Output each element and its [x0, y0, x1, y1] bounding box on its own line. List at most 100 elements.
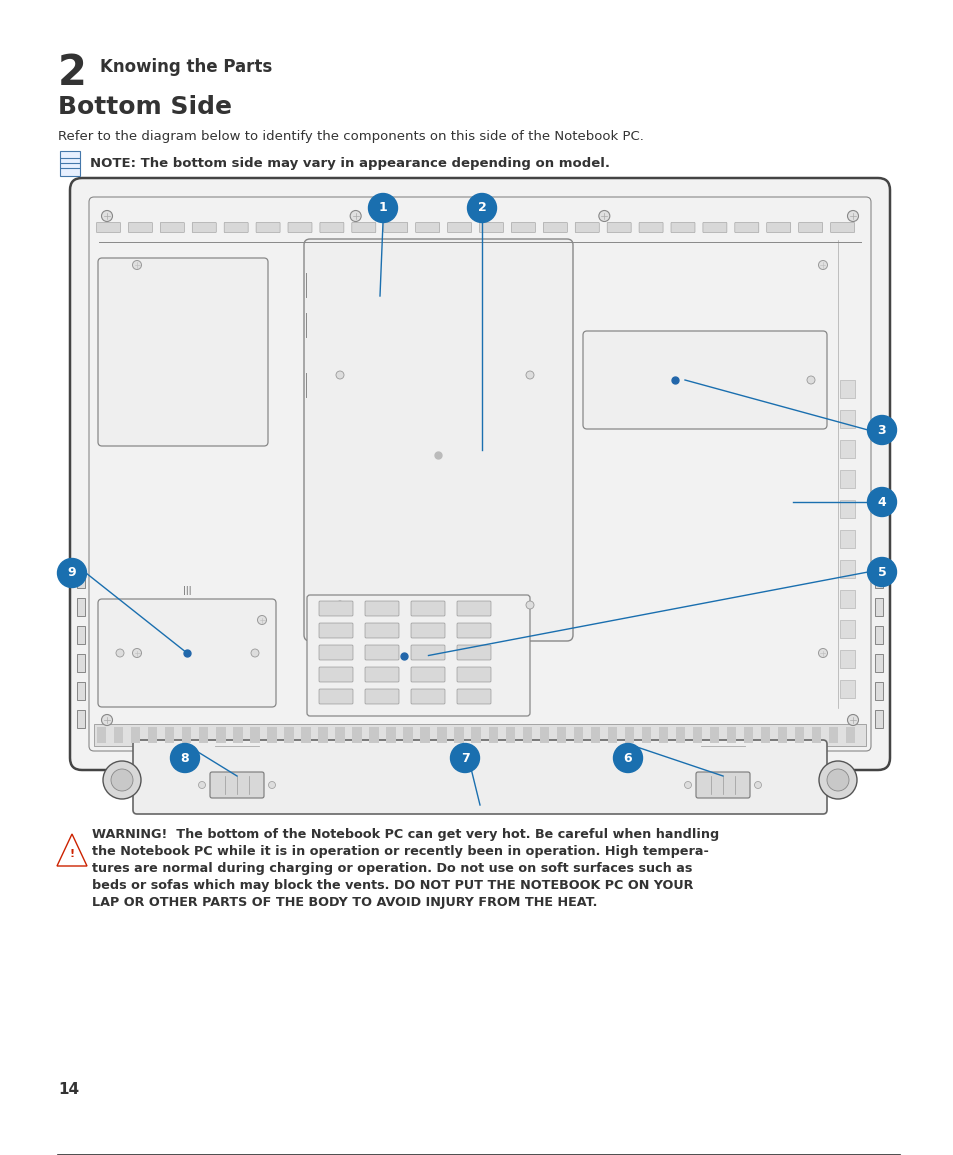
Bar — [250, 726, 259, 743]
Circle shape — [866, 487, 896, 516]
Bar — [420, 726, 430, 743]
FancyBboxPatch shape — [582, 331, 826, 429]
FancyBboxPatch shape — [479, 223, 503, 232]
FancyBboxPatch shape — [702, 223, 726, 232]
Bar — [556, 726, 565, 743]
Bar — [216, 726, 225, 743]
Bar — [335, 726, 344, 743]
Bar — [77, 571, 85, 588]
FancyBboxPatch shape — [411, 666, 444, 681]
Bar — [233, 726, 242, 743]
FancyBboxPatch shape — [411, 644, 444, 660]
Bar — [840, 560, 854, 578]
Bar — [840, 620, 854, 638]
Bar — [874, 654, 882, 672]
Bar — [94, 724, 865, 746]
FancyBboxPatch shape — [70, 178, 889, 770]
FancyBboxPatch shape — [129, 223, 152, 232]
Bar — [675, 726, 684, 743]
FancyBboxPatch shape — [365, 644, 398, 660]
Circle shape — [103, 761, 141, 799]
Circle shape — [818, 261, 826, 269]
FancyBboxPatch shape — [318, 690, 353, 705]
Polygon shape — [57, 834, 87, 866]
Text: beds or sofas which may block the vents. DO NOT PUT THE NOTEBOOK PC ON YOUR: beds or sofas which may block the vents.… — [91, 879, 693, 892]
Text: 2: 2 — [477, 201, 486, 215]
Circle shape — [257, 616, 266, 625]
Circle shape — [335, 601, 344, 609]
Text: 1: 1 — [378, 201, 387, 215]
FancyBboxPatch shape — [319, 223, 343, 232]
FancyBboxPatch shape — [288, 223, 312, 232]
Bar — [454, 726, 463, 743]
FancyBboxPatch shape — [318, 666, 353, 681]
Circle shape — [450, 744, 479, 773]
FancyBboxPatch shape — [411, 601, 444, 616]
Bar — [284, 726, 294, 743]
FancyBboxPatch shape — [365, 690, 398, 705]
Bar — [840, 590, 854, 608]
Circle shape — [818, 648, 826, 657]
Bar — [77, 626, 85, 644]
Bar — [131, 726, 140, 743]
Text: 14: 14 — [58, 1082, 79, 1097]
Circle shape — [806, 377, 814, 383]
FancyBboxPatch shape — [411, 690, 444, 705]
FancyBboxPatch shape — [543, 223, 567, 232]
FancyBboxPatch shape — [224, 223, 248, 232]
Circle shape — [251, 649, 258, 657]
Bar — [811, 726, 821, 743]
Bar — [874, 626, 882, 644]
Text: 3: 3 — [877, 424, 885, 437]
Circle shape — [525, 371, 534, 379]
Text: WARNING!  The bottom of the Notebook PC can get very hot. Be careful when handli: WARNING! The bottom of the Notebook PC c… — [91, 828, 719, 841]
Circle shape — [754, 782, 760, 789]
Circle shape — [268, 782, 275, 789]
Text: Bottom Side: Bottom Side — [58, 95, 232, 119]
Bar — [97, 726, 106, 743]
Bar — [403, 726, 413, 743]
Bar — [760, 726, 769, 743]
FancyBboxPatch shape — [456, 666, 491, 681]
Circle shape — [111, 769, 132, 791]
Circle shape — [171, 744, 199, 773]
Circle shape — [57, 559, 87, 588]
FancyBboxPatch shape — [734, 223, 758, 232]
FancyBboxPatch shape — [98, 599, 275, 707]
Bar — [318, 726, 327, 743]
FancyBboxPatch shape — [318, 623, 353, 638]
Bar — [77, 710, 85, 728]
FancyBboxPatch shape — [96, 223, 120, 232]
Bar — [692, 726, 701, 743]
Circle shape — [684, 782, 691, 789]
Bar — [488, 726, 497, 743]
Text: 5: 5 — [877, 566, 885, 579]
Circle shape — [132, 648, 141, 657]
FancyBboxPatch shape — [456, 690, 491, 705]
FancyBboxPatch shape — [160, 223, 184, 232]
Bar — [726, 726, 736, 743]
Text: 6: 6 — [623, 752, 632, 765]
FancyBboxPatch shape — [318, 644, 353, 660]
FancyBboxPatch shape — [193, 223, 216, 232]
Circle shape — [826, 769, 848, 791]
Bar — [840, 530, 854, 547]
FancyBboxPatch shape — [255, 223, 280, 232]
Bar — [590, 726, 599, 743]
Bar — [505, 726, 515, 743]
FancyBboxPatch shape — [132, 740, 826, 814]
FancyBboxPatch shape — [411, 623, 444, 638]
Bar — [148, 726, 157, 743]
Bar — [641, 726, 650, 743]
FancyBboxPatch shape — [456, 601, 491, 616]
Bar — [77, 654, 85, 672]
FancyBboxPatch shape — [383, 223, 407, 232]
Bar — [874, 710, 882, 728]
Text: NOTE: The bottom side may vary in appearance depending on model.: NOTE: The bottom side may vary in appear… — [90, 157, 609, 171]
Circle shape — [818, 761, 856, 799]
Bar — [658, 726, 667, 743]
Circle shape — [368, 194, 397, 223]
Bar — [182, 726, 192, 743]
Bar — [840, 650, 854, 668]
Bar — [874, 681, 882, 700]
